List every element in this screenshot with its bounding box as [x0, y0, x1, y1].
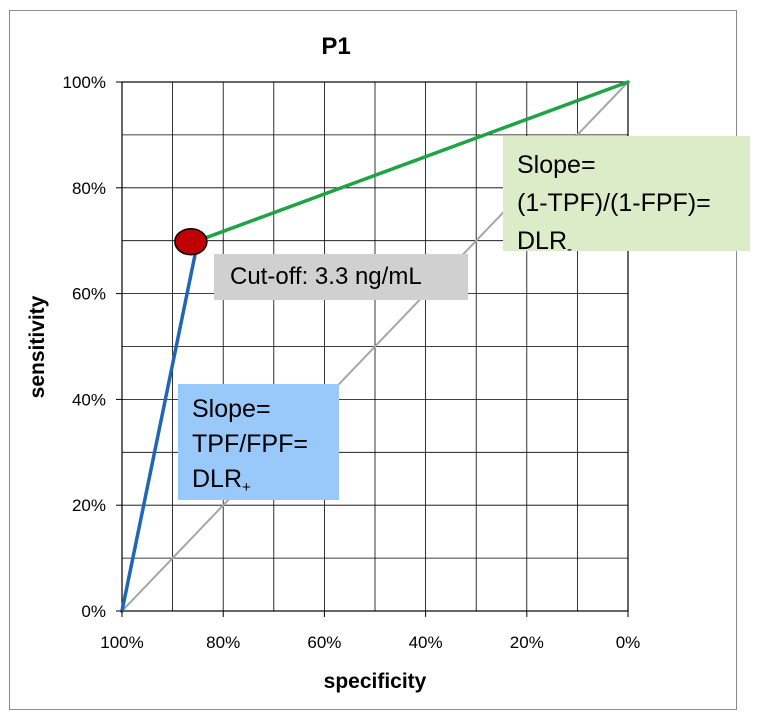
x-tick-label: 60%	[307, 633, 341, 652]
x-axis-label: specificity	[324, 670, 427, 693]
x-tick-label: 40%	[409, 633, 443, 652]
x-tick-label: 20%	[510, 633, 544, 652]
annotation-subscript: -	[567, 241, 573, 258]
x-tick-label: 0%	[616, 633, 641, 652]
annotation-negative-slope: Slope= (1-TPF)/(1-FPF)= DLR-	[503, 136, 750, 257]
annotation-line: Slope=	[192, 395, 271, 423]
annotation-subscript: +	[242, 479, 251, 496]
annotation-text: DLR	[192, 465, 243, 493]
annotation-line: DLR-	[517, 222, 736, 260]
y-tick-label: 100%	[63, 73, 106, 92]
chart-title: P1	[321, 33, 350, 60]
cutoff-text: Cut-off: 3.3 ng/mL	[230, 263, 422, 290]
y-axis-label: sensitivity	[26, 295, 49, 398]
negative-slope-line	[196, 80, 630, 243]
annotation-line: (1-TPF)/(1-FPF)=	[517, 189, 711, 217]
plot-area-border	[121, 81, 629, 612]
tick-labels: 0% 20% 40% 60% 80% 100% 100% 80% 60% 40% 20% 0%	[63, 73, 641, 652]
annotation-line: TPF/FPF=	[192, 430, 308, 458]
x-tick-label: 80%	[206, 633, 240, 652]
y-tick-label: 80%	[72, 179, 106, 198]
annotation-text: DLR	[517, 227, 568, 255]
positive-slope-line	[120, 238, 200, 613]
y-tick-label: 60%	[72, 285, 106, 304]
x-tick-label: 100%	[100, 633, 143, 652]
annotation-positive-slope: Slope= TPF/FPF= DLR+	[178, 384, 339, 500]
chart-frame	[9, 10, 737, 710]
y-tick-label: 40%	[72, 390, 106, 409]
y-tick-label: 20%	[72, 496, 106, 515]
y-tick-label: 0%	[81, 602, 106, 621]
annotation-cutoff: Cut-off: 3.3 ng/mL	[214, 254, 468, 300]
annotation-line: Slope=	[517, 151, 596, 179]
annotation-line: DLR+	[192, 462, 325, 497]
cutoff-point-marker	[174, 227, 208, 256]
